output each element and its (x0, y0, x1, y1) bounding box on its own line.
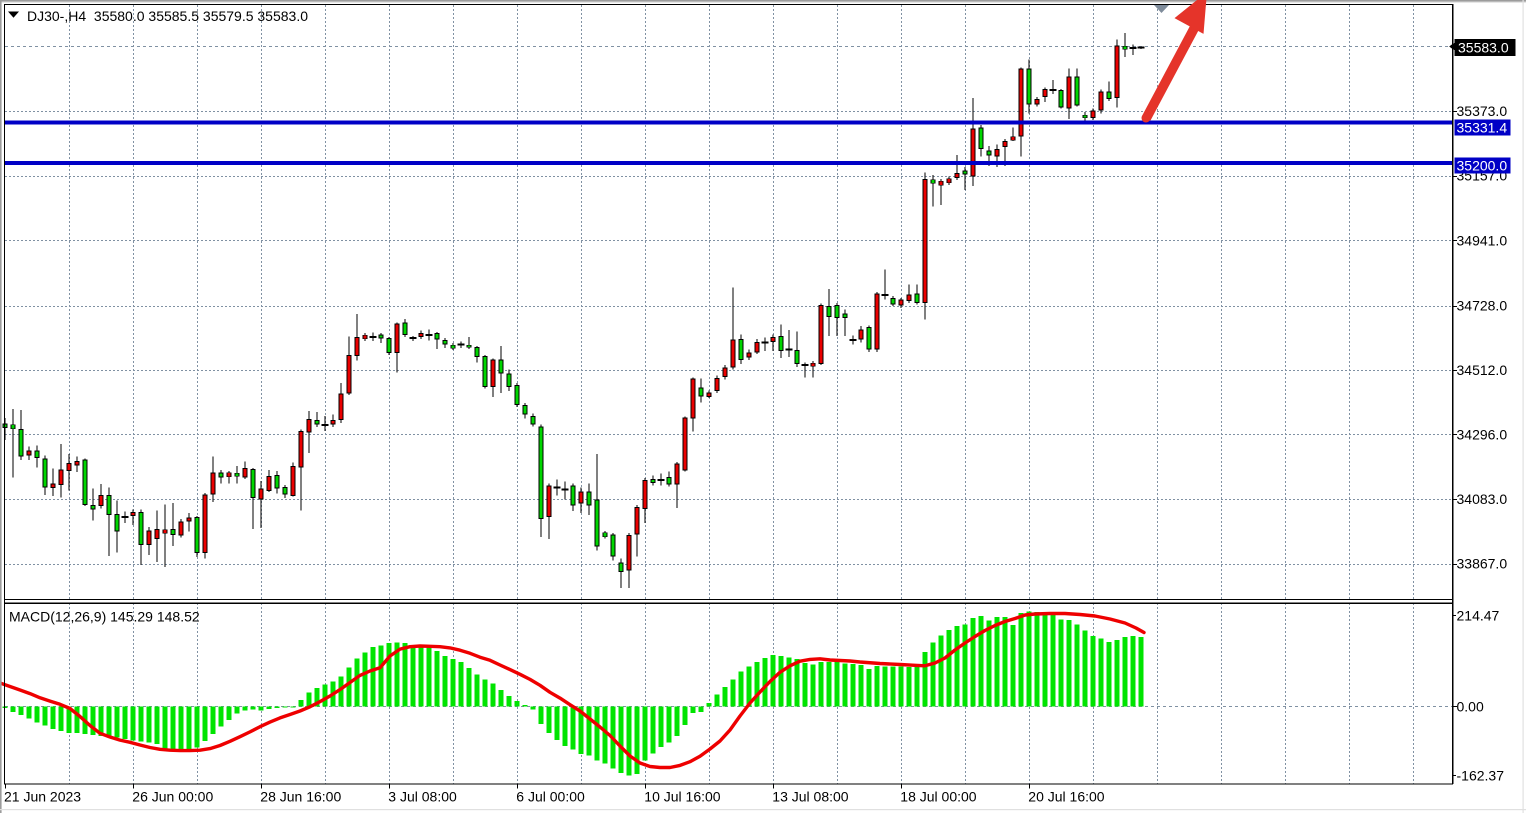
svg-text:6 Jul 00:00: 6 Jul 00:00 (516, 789, 585, 805)
svg-text:13 Jul 08:00: 13 Jul 08:00 (772, 789, 848, 805)
svg-text:10 Jul 16:00: 10 Jul 16:00 (644, 789, 720, 805)
svg-text:20 Jul 16:00: 20 Jul 16:00 (1028, 789, 1104, 805)
svg-text:0.00: 0.00 (1457, 698, 1484, 714)
svg-text:34083.0: 34083.0 (1457, 491, 1508, 507)
svg-text:35583.0: 35583.0 (1458, 39, 1509, 55)
svg-text:35331.4: 35331.4 (1457, 119, 1508, 135)
svg-text:214.47: 214.47 (1457, 608, 1500, 624)
svg-text:21 Jun 2023: 21 Jun 2023 (4, 789, 81, 805)
svg-text:DJ30-,H4 35580.0 35585.5 3557: DJ30-,H4 35580.0 35585.5 35579.5 35583.0 (27, 8, 308, 24)
svg-text:28 Jun 16:00: 28 Jun 16:00 (260, 789, 341, 805)
svg-text:3 Jul 08:00: 3 Jul 08:00 (388, 789, 457, 805)
svg-text:-162.37: -162.37 (1457, 767, 1505, 783)
svg-text:26 Jun 00:00: 26 Jun 00:00 (132, 789, 213, 805)
svg-text:34296.0: 34296.0 (1457, 427, 1508, 443)
svg-text:35200.0: 35200.0 (1457, 157, 1508, 173)
svg-text:33867.0: 33867.0 (1457, 556, 1508, 572)
svg-text:35373.0: 35373.0 (1457, 103, 1508, 119)
svg-text:34512.0: 34512.0 (1457, 362, 1508, 378)
svg-text:MACD(12,26,9) 145.29 148.52: MACD(12,26,9) 145.29 148.52 (9, 609, 200, 625)
svg-text:34728.0: 34728.0 (1457, 298, 1508, 314)
svg-text:18 Jul 00:00: 18 Jul 00:00 (900, 789, 976, 805)
svg-text:34941.0: 34941.0 (1457, 233, 1508, 249)
